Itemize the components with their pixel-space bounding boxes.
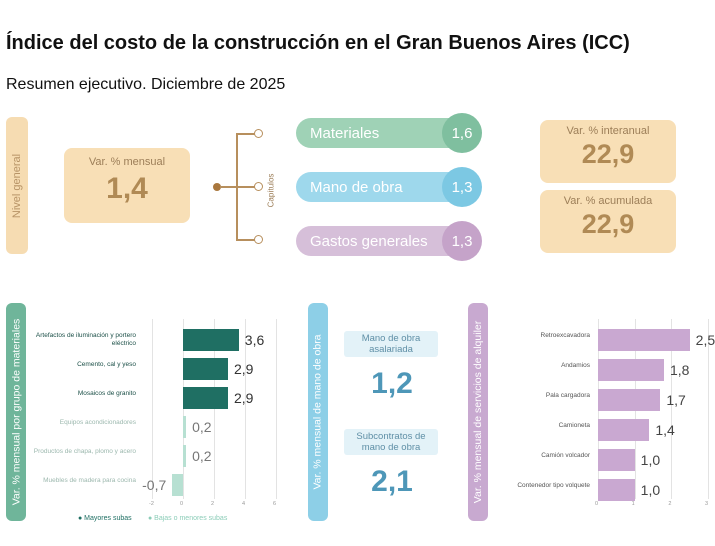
category-label: Cemento, cal y yeso — [77, 361, 136, 368]
category-label: Pala cargadora — [545, 392, 590, 399]
bar-value-label: 1,0 — [640, 452, 661, 468]
legend-mayores: ● Mayores subas — [78, 515, 132, 522]
pill-materiales: Materiales 1,6 — [296, 113, 482, 153]
axis-tick-label: 0 — [180, 501, 184, 507]
grid-line — [276, 319, 277, 499]
interanual-label: Var. % interanual — [566, 125, 650, 137]
grid-line — [152, 319, 153, 499]
bar-value-label: 1,4 — [655, 422, 675, 438]
interanual-value: 22,9 — [581, 139, 635, 169]
connector-line-h — [220, 186, 255, 188]
pill-gastos-generales: Gastos generales 1,3 — [296, 221, 482, 261]
axis-tick-label: 3 — [705, 501, 709, 507]
alquiler-side-label: Var. % mensual de servicios de alquiler — [468, 303, 488, 521]
pill-materiales-label: Materiales — [310, 124, 380, 142]
bar-value-label: 2,9 — [233, 361, 254, 377]
grid-line — [245, 319, 246, 499]
connector-line-top — [236, 133, 255, 135]
connector-ring-top — [254, 129, 263, 138]
bar-value-label: 1,8 — [670, 362, 690, 378]
bar — [598, 329, 690, 351]
connector-line-v — [236, 133, 238, 240]
grid-line — [671, 319, 673, 499]
legend-bajas: ● Bajas o menores subas — [148, 515, 228, 522]
bar — [172, 474, 183, 496]
subcontratos-label: Subcontratos de mano de obra — [344, 429, 438, 455]
connector-dot — [213, 183, 221, 191]
bar — [598, 479, 635, 501]
interanual-card: Var. % interanual 22,9 — [540, 120, 676, 183]
pill-materiales-value: 1,6 — [442, 113, 482, 153]
mensual-label: Var. % mensual — [88, 156, 166, 168]
nivel-general-side-label: Nivel general — [6, 117, 28, 254]
nivel-general-text: Nivel general — [11, 153, 24, 218]
bar — [183, 329, 239, 351]
mano-obra-panel: Mano de obra asalariada 1,2 Subcontratos… — [328, 303, 456, 521]
grid-line — [708, 319, 709, 499]
category-label: Contenedor tipo volquete — [517, 482, 590, 489]
category-label: Camioneta — [558, 422, 590, 429]
connector-ring-bottom — [254, 235, 263, 244]
bar — [598, 449, 635, 471]
bar — [183, 416, 187, 438]
acumulada-label: Var. % acumulada — [563, 195, 653, 207]
bar-value-label: 2,5 — [695, 332, 715, 348]
asalariada-label: Mano de obra asalariada — [344, 331, 438, 357]
category-label: Productos de chapa, plomo y acero — [33, 448, 136, 455]
bar — [598, 389, 661, 411]
acumulada-card: Var. % acumulada 22,9 — [540, 190, 676, 253]
page-title: Índice del costo de la construcción en e… — [6, 32, 630, 54]
pill-mano-obra: Mano de obra 1,3 — [296, 167, 482, 207]
asalariada-value: 1,2 — [371, 367, 413, 400]
category-label: Equipos acondicionadores — [59, 419, 136, 426]
bar-value-label: 2,9 — [233, 390, 254, 406]
axis-tick-label: 4 — [242, 501, 246, 507]
axis-tick-label: 2 — [211, 501, 215, 507]
category-label: Artefactos de iluminación y portero eléc… — [35, 332, 136, 348]
subcontratos-value: 2,1 — [371, 465, 413, 498]
materiales-side-label: Var. % mensual por grupo de materiales — [6, 303, 26, 521]
bar-value-label: 0,2 — [192, 419, 212, 435]
bar-value-label: 0,2 — [192, 448, 212, 464]
mano-obra-side-label: Var. % mensual de mano de obra — [308, 303, 328, 521]
connector-ring-mid — [254, 182, 263, 191]
capitulos-label: Capítulos — [266, 173, 276, 207]
bar — [598, 419, 650, 441]
pill-gastos-value: 1,3 — [442, 221, 482, 261]
axis-tick-label: 1 — [631, 501, 635, 507]
category-label: Camión volcador — [541, 452, 590, 459]
pill-mano-obra-label: Mano de obra — [310, 178, 403, 196]
category-label: Retroexcavadora — [540, 332, 591, 339]
acumulada-value: 22,9 — [581, 209, 635, 239]
grid-line — [214, 319, 215, 499]
axis-tick-label: 6 — [273, 501, 277, 507]
axis-tick-label: 0 — [595, 501, 599, 507]
category-label: Andamios — [561, 362, 590, 369]
connector-line-bottom — [236, 239, 255, 241]
mensual-value: 1,4 — [106, 172, 148, 205]
materiales-panel: -2 0 2 4 6 Artefactos de iluminación y porter… — [28, 303, 290, 522]
pill-gastos-label: Gastos generales — [310, 232, 428, 250]
category-label: Mosaicos de granito — [77, 390, 136, 397]
bar — [183, 358, 228, 380]
bar — [183, 387, 228, 409]
category-label: Muebles de madera para cocina — [43, 477, 136, 484]
grid-line — [183, 319, 184, 499]
bar-value-label: 3,6 — [244, 332, 265, 348]
bar-value-label: 1,7 — [666, 392, 686, 408]
bar — [183, 445, 187, 467]
bar-value-label: -0,7 — [142, 477, 167, 493]
bar-value-label: 1,0 — [640, 482, 661, 498]
bar — [598, 359, 664, 381]
page-subtitle: Resumen ejecutivo. Diciembre de 2025 — [6, 76, 286, 93]
pill-mano-obra-value: 1,3 — [442, 167, 482, 207]
axis-tick-label: 2 — [668, 501, 672, 507]
alquiler-panel: 0 1 2 3 Retroexcavadora 2,5 Andamios 1,8 Pala ca… — [488, 303, 715, 521]
mensual-card: Var. % mensual 1,4 — [64, 148, 190, 223]
axis-tick-label: -2 — [149, 501, 154, 507]
